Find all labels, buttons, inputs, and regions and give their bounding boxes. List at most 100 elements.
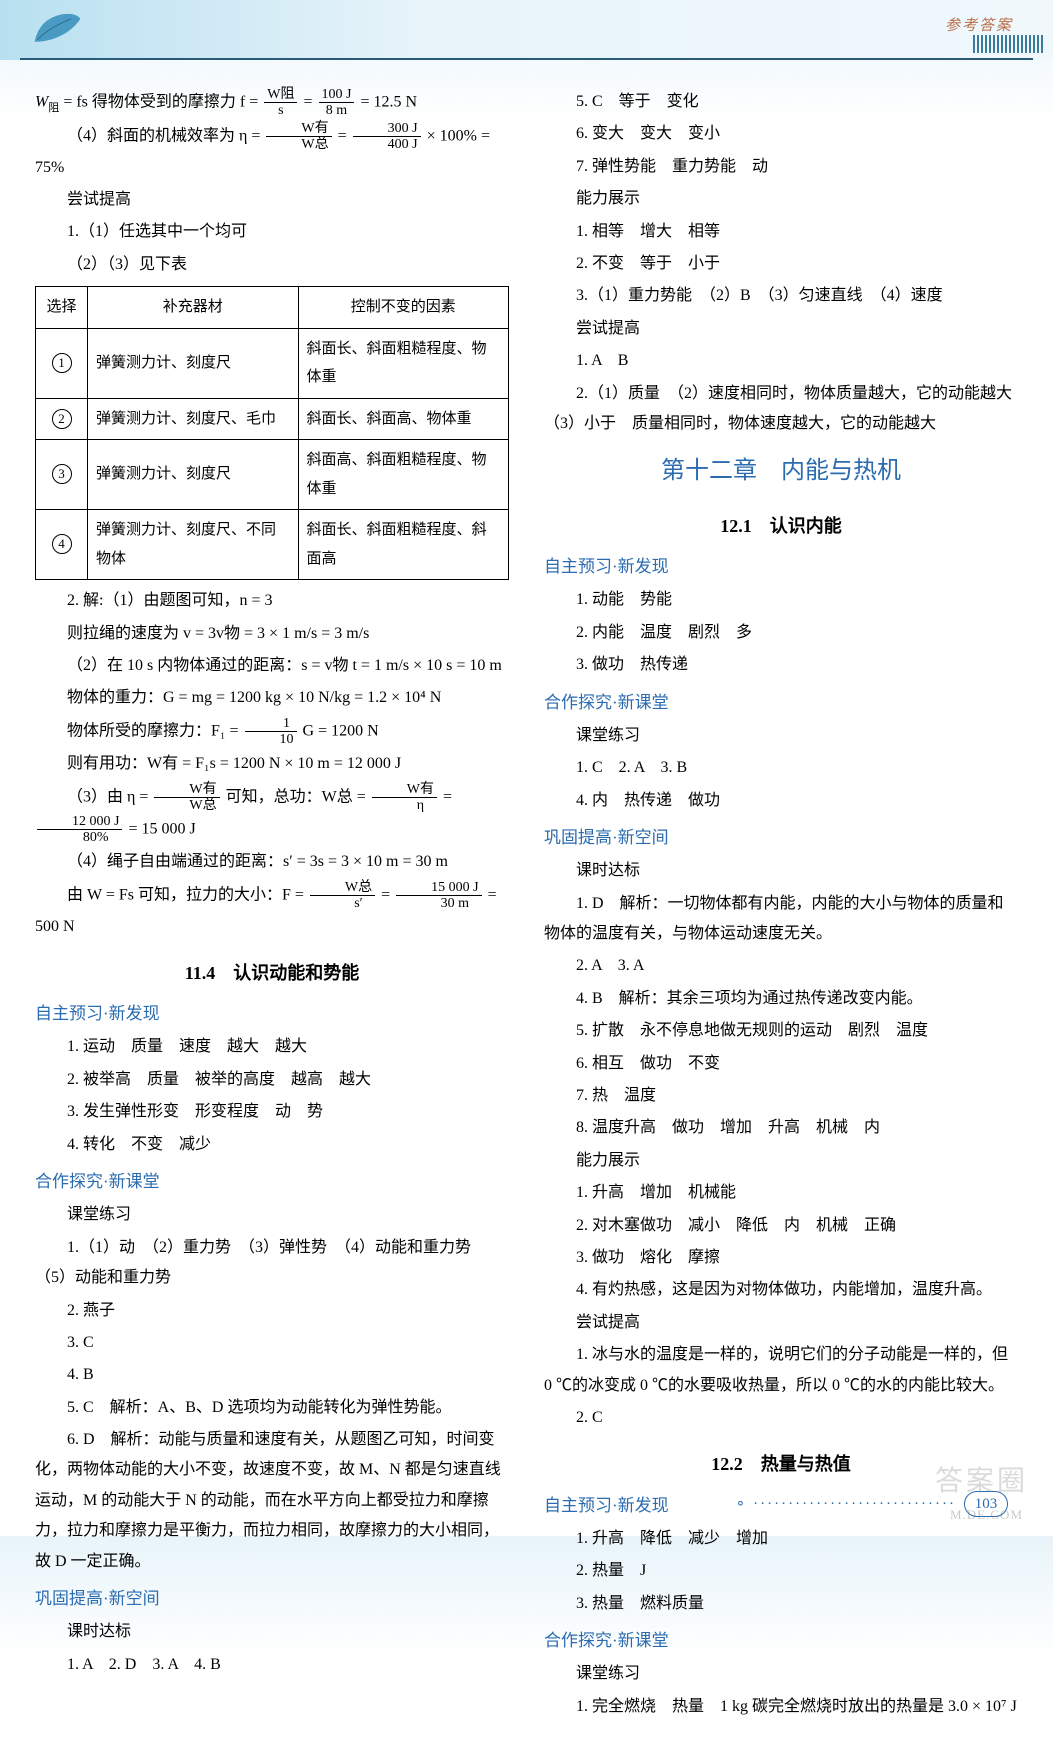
standard-label: 课时达标 xyxy=(35,1617,509,1647)
class-practice-label: 课堂练习 xyxy=(544,1659,1018,1689)
answer-line: 1. 升高 降低 减少 增加 xyxy=(544,1524,1018,1554)
try-2: （2）（3）见下表 xyxy=(35,250,509,280)
class-practice-label: 课堂练习 xyxy=(544,721,1018,751)
table-cell: 弹簧测力计、刻度尺 xyxy=(88,328,299,398)
table-cell: 弹簧测力计、刻度尺、毛巾 xyxy=(88,398,299,440)
ability-label: 能力展示 xyxy=(544,184,1018,214)
table-row: 1 弹簧测力计、刻度尺 斜面长、斜面粗糙程度、物体重 xyxy=(36,328,509,398)
try-title: 尝试提高 xyxy=(35,185,509,215)
solution-line: （3）由 η = W有W总 可知，总功：W总 = W有η = 12 000 J8… xyxy=(35,782,509,846)
table-row: 3 弹簧测力计、刻度尺 斜面高、斜面粗糙程度、物体重 xyxy=(36,440,509,510)
solution-line: 则拉绳的速度为 v = 3v物 = 3 × 1 m/s = 3 m/s xyxy=(35,619,509,649)
answer-line: 2. 燕子 xyxy=(35,1296,509,1326)
answer-line: 3. 发生弹性形变 形变程度 动 势 xyxy=(35,1097,509,1127)
leaf-icon xyxy=(30,8,85,48)
answer-line: 4. B xyxy=(35,1360,509,1390)
table-cell: 弹簧测力计、刻度尺 xyxy=(88,440,299,510)
answer-line: 3. 热量 燃料质量 xyxy=(544,1589,1018,1619)
subhead-coop: 合作探究·新课堂 xyxy=(544,1625,1018,1657)
standard-label: 课时达标 xyxy=(544,856,1018,886)
answer-line: 2. 对木塞做功 减小 降低 内 机械 正确 xyxy=(544,1211,1018,1241)
subhead-preview: 自主预习·新发现 xyxy=(544,551,1018,583)
ability-label: 能力展示 xyxy=(544,1146,1018,1176)
circled-number: 4 xyxy=(52,534,72,554)
try-1: 1.（1）任选其中一个均可 xyxy=(35,217,509,247)
answer-line: 4. 有灼热感，这是因为对物体做功，内能增加，温度升高。 xyxy=(544,1275,1018,1305)
solution-line: 由 W = Fs 可知，拉力的大小：F = W总s′ = 15 000 J30 … xyxy=(35,880,509,942)
answer-line: 2. 内能 温度 剧烈 多 xyxy=(544,618,1018,648)
circled-number: 1 xyxy=(52,353,72,373)
table-cell: 斜面长、斜面粗糙程度、物体重 xyxy=(298,328,509,398)
table-header: 控制不变的因素 xyxy=(298,287,509,329)
chapter-12-title: 第十二章 内能与热机 xyxy=(544,449,1018,495)
answer-line: 1. 升高 增加 机械能 xyxy=(544,1178,1018,1208)
answer-line: 1. 相等 增大 相等 xyxy=(544,217,1018,247)
subhead-consolidate: 巩固提高·新空间 xyxy=(35,1583,509,1615)
watermark-url: M.DE.COM xyxy=(950,1503,1023,1528)
answer-line: 1. C 2. A 3. B xyxy=(544,753,1018,783)
answer-line: 2. 被举高 质量 被举的高度 越高 越大 xyxy=(35,1065,509,1095)
class-practice-label: 课堂练习 xyxy=(35,1200,509,1230)
page-header: 参考答案 xyxy=(0,0,1053,60)
answer-line: 6. D 解析：动能与质量和速度有关，从题图乙可知，时间变化，两物体动能的大小不… xyxy=(35,1425,509,1577)
table-row: 2 弹簧测力计、刻度尺、毛巾 斜面长、斜面高、物体重 xyxy=(36,398,509,440)
subhead-preview: 自主预习·新发现 xyxy=(35,998,509,1030)
table-cell: 斜面高、斜面粗糙程度、物体重 xyxy=(298,440,509,510)
table-row: 4 弹簧测力计、刻度尺、不同物体 斜面长、斜面粗糙程度、斜面高 xyxy=(36,510,509,580)
try-label: 尝试提高 xyxy=(544,1308,1018,1338)
answer-line: 2. 不变 等于 小于 xyxy=(544,249,1018,279)
answer-line: 4. 内 热传递 做功 xyxy=(544,786,1018,816)
table-header: 补充器材 xyxy=(88,287,299,329)
answer-line: 2. 热量 J xyxy=(544,1556,1018,1586)
answer-line: 1. A 2. D 3. A 4. B xyxy=(35,1650,509,1680)
subhead-consolidate: 巩固提高·新空间 xyxy=(544,822,1018,854)
solution-line: 2. 解:（1）由题图可知，n = 3 xyxy=(35,586,509,616)
eq-line-1: W阻 = fs 得物体受到的摩擦力 f = W阻s = 100 J8 m = 1… xyxy=(35,87,509,119)
footer-dots: ····························· xyxy=(753,1490,956,1519)
answer-line: 3. 做功 熔化 摩擦 xyxy=(544,1243,1018,1273)
answer-line: 1. A B xyxy=(544,346,1018,376)
answer-line: 4. 转化 不变 减少 xyxy=(35,1130,509,1160)
answer-line: 3. 做功 热传递 xyxy=(544,650,1018,680)
section-12-1-title: 12.1 认识内能 xyxy=(544,509,1018,543)
answer-line: 5. C 解析：A、B、D 选项均为动能转化为弹性势能。 xyxy=(35,1393,509,1423)
try-label: 尝试提高 xyxy=(544,314,1018,344)
answer-line: 7. 热 温度 xyxy=(544,1081,1018,1111)
answer-line: 6. 相互 做功 不变 xyxy=(544,1049,1018,1079)
watermark-text: 答案圈 xyxy=(935,1455,1028,1508)
answer-line: 2.（1）质量 （2）速度相同时，物体质量越大，它的动能越大 （3）小于 质量相… xyxy=(544,379,1018,440)
answer-line: 1. 完全燃烧 热量 1 kg 碳完全燃烧时放出的热量是 3.0 × 10⁷ J xyxy=(544,1692,1018,1722)
left-column: W阻 = fs 得物体受到的摩擦力 f = W阻s = 100 J8 m = 1… xyxy=(35,85,509,1724)
answer-line: 2. A 3. A xyxy=(544,951,1018,981)
answer-line: 7. 弹性势能 重力势能 动 xyxy=(544,152,1018,182)
header-rule xyxy=(20,58,1033,60)
answer-line: 6. 变大 变大 变小 xyxy=(544,119,1018,149)
solution-line: （4）绳子自由端通过的距离：s′ = 3s = 3 × 10 m = 30 m xyxy=(35,847,509,877)
circled-number: 3 xyxy=(52,464,72,484)
subhead-coop: 合作探究·新课堂 xyxy=(544,687,1018,719)
answer-line: 2. C xyxy=(544,1403,1018,1433)
solution-line: 物体的重力：G = mg = 1200 kg × 10 N/kg = 1.2 ×… xyxy=(35,683,509,713)
table-cell: 斜面长、斜面高、物体重 xyxy=(298,398,509,440)
solution-line: （2）在 10 s 内物体通过的距离：s = v物 t = 1 m/s × 10… xyxy=(35,651,509,681)
answer-line: 4. B 解析：其余三项均为通过热传递改变内能。 xyxy=(544,984,1018,1014)
answer-line: 1. D 解析：一切物体都有内能，内能的大小与物体的质量和物体的温度有关，与物体… xyxy=(544,889,1018,950)
table-header: 选择 xyxy=(36,287,88,329)
answer-line: 8. 温度升高 做功 增加 升高 机械 内 xyxy=(544,1113,1018,1143)
subhead-coop: 合作探究·新课堂 xyxy=(35,1166,509,1198)
solution-line: 物体所受的摩擦力：F₁ = 110 G = 1200 N xyxy=(35,716,509,748)
answer-line: 1.（1）动 （2）重力势 （3）弹性势 （4）动能和重力势 （5）动能和重力势 xyxy=(35,1233,509,1294)
answer-line: 3.（1）重力势能 （2）B （3）匀速直线 （4）速度 xyxy=(544,281,1018,311)
table-cell: 斜面长、斜面粗糙程度、斜面高 xyxy=(298,510,509,580)
solution-line: 则有用功：W有 = F₁s = 1200 N × 10 m = 12 000 J xyxy=(35,749,509,779)
footer-circle-icon: ∘ xyxy=(736,1490,745,1519)
materials-table: 选择 补充器材 控制不变的因素 1 弹簧测力计、刻度尺 斜面长、斜面粗糙程度、物… xyxy=(35,286,509,580)
table-cell: 弹簧测力计、刻度尺、不同物体 xyxy=(88,510,299,580)
barcode-decoration xyxy=(973,35,1043,53)
answer-line: 5. 扩散 永不停息地做无规则的运动 剧烈 温度 xyxy=(544,1016,1018,1046)
answer-line: 1. 动能 势能 xyxy=(544,585,1018,615)
circled-number: 2 xyxy=(52,409,72,429)
section-11-4-title: 11.4 认识动能和势能 xyxy=(35,956,509,990)
answer-line: 3. C xyxy=(35,1328,509,1358)
answer-line: 5. C 等于 变化 xyxy=(544,87,1018,117)
